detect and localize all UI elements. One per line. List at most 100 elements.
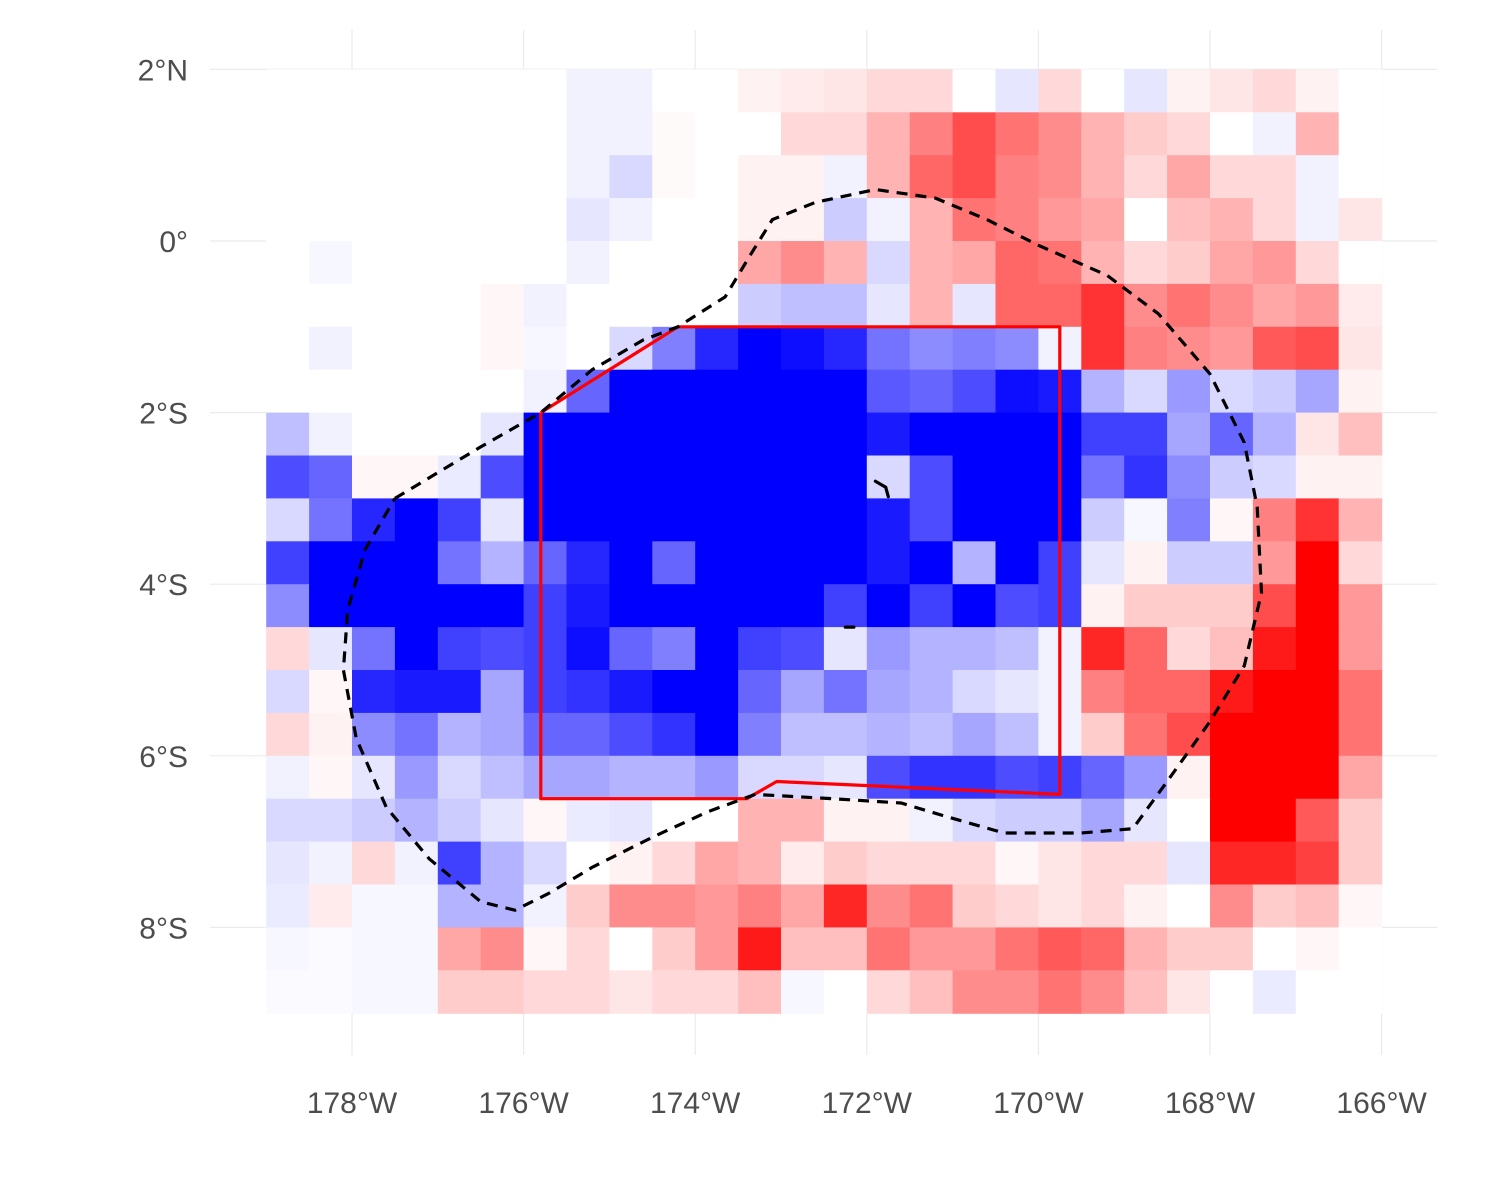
heatmap-cell [909,455,954,499]
heatmap-cell [1252,412,1297,457]
heatmap-cell [1338,970,1383,1014]
heatmap-cell [652,498,696,542]
heatmap-cell [1124,841,1168,886]
heatmap-cell [952,627,997,671]
heatmap-cell [909,498,954,542]
x-tick-label: 166°W [1336,1087,1427,1120]
heatmap-cell [480,884,525,928]
dashed-contour [341,187,1264,912]
heatmap-cell [781,498,825,542]
heatmap-cell [866,541,911,585]
x-tick-label: 176°W [478,1087,569,1120]
heatmap-cell [652,112,696,156]
heatmap-cell [695,670,739,714]
heatmap-cell [1038,841,1082,886]
heatmap-cell [1124,670,1168,714]
heatmap-cell [1210,69,1254,113]
heatmap-cell [995,670,1039,714]
heatmap-cell [1210,755,1254,800]
heatmap-cell [1210,927,1254,971]
heatmap-cell [266,326,310,371]
heatmap-cell [566,627,610,671]
heatmap-cell [738,69,782,113]
heatmap-cell [952,155,997,199]
heatmap-cell [738,970,782,1014]
heatmap-cell [437,884,482,928]
heatmap-cell [909,241,954,285]
heatmap-cell [309,241,353,285]
heatmap-cell [695,283,739,328]
heatmap-cell [566,841,610,886]
heatmap-cell [480,927,525,971]
heatmap-cell [738,884,782,928]
heatmap-cell [1338,841,1383,886]
heatmap-cell [309,369,353,414]
heatmap-cell [394,712,439,757]
heatmap-cell [309,970,353,1014]
heatmap-cell [437,283,482,328]
heatmap-cell [1338,412,1383,457]
heatmap-cell [866,198,911,242]
heatmap-cell [609,241,653,285]
heatmap-cell [995,798,1039,843]
heatmap-cell [952,69,997,113]
heatmap-cell [1252,841,1297,886]
heatmap-cell [1252,755,1297,800]
heatmap-cell [1210,369,1254,414]
heatmap-cell [566,884,610,928]
heatmap-cell [1081,283,1125,328]
heatmap-cell [866,112,911,156]
heatmap-cell [266,155,310,199]
heatmap-cell [995,627,1039,671]
heatmap-cell [1210,841,1254,886]
heatmap-cell [995,498,1039,542]
heatmap-cell [566,283,610,328]
x-axis-tick-labels: 178°W 176°W 174°W 172°W 170°W 168°W 166°W [307,1087,1428,1120]
heatmap-cell [1081,369,1125,414]
heatmap-cell [1167,498,1211,542]
heatmap-cell [309,541,353,585]
heatmap-cell [394,970,439,1014]
heatmap-cell [1081,927,1125,971]
heatmap-cell [266,755,310,800]
heatmap-cell [352,412,396,457]
heatmap-cell [266,884,310,928]
heatmap-cell [480,498,525,542]
heatmap-cell [309,927,353,971]
heatmap-cell [1124,369,1168,414]
heatmap-cell [909,112,954,156]
heatmap-cell [1252,326,1297,371]
heatmap-cell [1167,584,1211,628]
heatmap-cell [652,841,696,886]
heatmap-cell [1210,198,1254,242]
heatmap-cell [1338,755,1383,800]
heatmap-cell [1081,798,1125,843]
heatmap-cell [437,498,482,542]
heatmap-cell [1124,798,1168,843]
heatmap-cell [995,455,1039,499]
heatmap-cell [1210,627,1254,671]
heatmap-cell [952,112,997,156]
heatmap-cell [1338,798,1383,843]
heatmap-cell [1252,455,1297,499]
heatmap-cell [995,927,1039,971]
heatmap-cell [952,541,997,585]
heatmap-cell [1210,670,1254,714]
heatmap-cell [866,755,911,800]
heatmap-cell [309,155,353,199]
heatmap-cell [266,712,310,757]
heatmap-cell [781,970,825,1014]
heatmap-cell [1338,584,1383,628]
heatmap-cell [437,584,482,628]
heatmap-cell [952,283,997,328]
heatmap-cell [1167,69,1211,113]
heatmap-cell [266,198,310,242]
heatmap-cell [823,498,868,542]
heatmap-cell [352,498,396,542]
heatmap-cell [652,455,696,499]
heatmap-cell [1167,455,1211,499]
heatmap-cell [352,326,396,371]
heatmap-cell [1038,155,1082,199]
y-tick-label: 2°S [139,398,188,431]
heatmap-cell [652,755,696,800]
